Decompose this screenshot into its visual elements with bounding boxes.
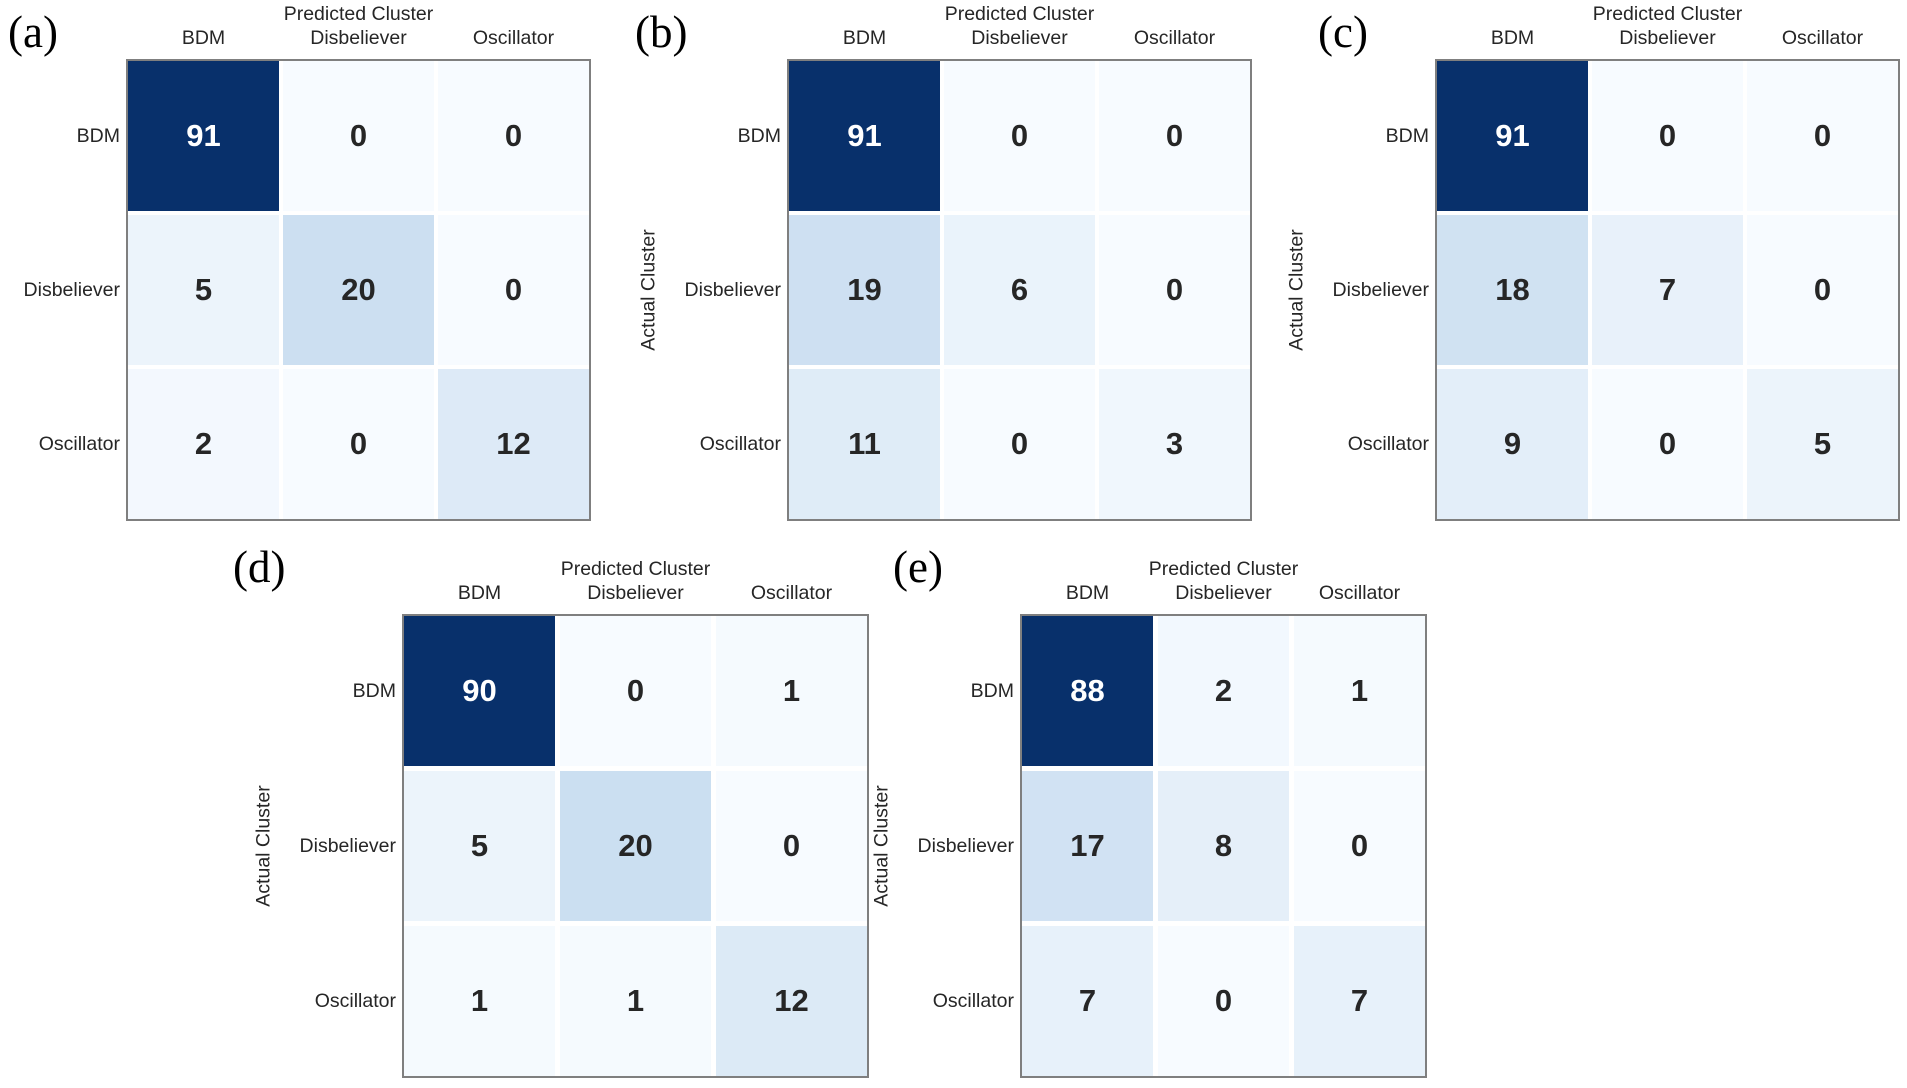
matrix-cell: 12 xyxy=(438,369,589,519)
matrix-cell: 12 xyxy=(716,926,867,1076)
matrix-cell: 5 xyxy=(1747,369,1898,519)
matrix-grid: 91 0 0 5 20 0 2 0 12 xyxy=(126,59,591,521)
column-label: Oscillator xyxy=(1318,582,1401,604)
matrix-cell: 0 xyxy=(716,771,867,921)
row-label: BDM xyxy=(737,124,781,147)
row-label: BDM xyxy=(352,679,396,702)
x-axis-title: Predicted Cluster xyxy=(1148,558,1299,580)
x-axis-title: Predicted Cluster xyxy=(1592,3,1743,25)
column-label: BDM xyxy=(842,27,887,49)
column-label: Disbeliever xyxy=(587,582,684,604)
column-label: Oscillator xyxy=(750,582,833,604)
x-axis-title: Predicted Cluster xyxy=(944,3,1095,25)
matrix-cell: 0 xyxy=(1747,215,1898,365)
matrix-cell: 0 xyxy=(1294,771,1425,921)
row-label: Disbeliever xyxy=(23,278,120,301)
matrix-cell: 0 xyxy=(560,616,711,766)
row-label: Oscillator xyxy=(38,432,120,455)
matrix-grid: 88 2 1 17 8 0 7 0 7 xyxy=(1020,614,1427,1078)
matrix-cell: 20 xyxy=(560,771,711,921)
matrix-cell: 0 xyxy=(944,369,1095,519)
matrix-cell: 1 xyxy=(404,926,555,1076)
matrix-cell: 5 xyxy=(128,215,279,365)
matrix-cell: 0 xyxy=(1099,61,1250,211)
matrix-cell: 90 xyxy=(404,616,555,766)
matrix-grid: 91 0 0 19 6 0 11 0 3 xyxy=(787,59,1252,521)
matrix-cell: 3 xyxy=(1099,369,1250,519)
matrix-cell: 17 xyxy=(1022,771,1153,921)
matrix-cell: 0 xyxy=(283,61,434,211)
matrix-grid: 90 0 1 5 20 0 1 1 12 xyxy=(402,614,869,1078)
matrix-cell: 9 xyxy=(1437,369,1588,519)
matrix-cell: 7 xyxy=(1294,926,1425,1076)
matrix-grid: 91 0 0 18 7 0 9 0 5 xyxy=(1435,59,1900,521)
column-label: Oscillator xyxy=(472,27,555,49)
row-label: Oscillator xyxy=(932,989,1014,1012)
column-label: Disbeliever xyxy=(1619,27,1716,49)
matrix-cell: 0 xyxy=(1592,61,1743,211)
panel-letter: (d) xyxy=(233,542,286,592)
x-axis-title: Predicted Cluster xyxy=(560,558,711,580)
row-label: Oscillator xyxy=(314,989,396,1012)
matrix-cell: 19 xyxy=(789,215,940,365)
matrix-cell: 18 xyxy=(1437,215,1588,365)
matrix-cell: 1 xyxy=(560,926,711,1076)
matrix-cell: 7 xyxy=(1022,926,1153,1076)
matrix-cell: 91 xyxy=(128,61,279,211)
matrix-cell: 0 xyxy=(1592,369,1743,519)
matrix-cell: 0 xyxy=(1747,61,1898,211)
matrix-cell: 0 xyxy=(283,369,434,519)
column-label: Disbeliever xyxy=(1175,582,1272,604)
column-label: BDM xyxy=(1490,27,1535,49)
column-label: Oscillator xyxy=(1133,27,1216,49)
matrix-cell: 0 xyxy=(1099,215,1250,365)
panel-letter: (e) xyxy=(893,542,943,592)
row-label: BDM xyxy=(76,124,120,147)
matrix-cell: 1 xyxy=(716,616,867,766)
panel-letter: (c) xyxy=(1318,7,1368,57)
panel-letter: (b) xyxy=(635,7,688,57)
matrix-cell: 2 xyxy=(1158,616,1289,766)
row-label: Oscillator xyxy=(1347,432,1429,455)
column-label: Disbeliever xyxy=(310,27,407,49)
matrix-cell: 20 xyxy=(283,215,434,365)
matrix-cell: 88 xyxy=(1022,616,1153,766)
row-label: Disbeliever xyxy=(1332,278,1429,301)
matrix-cell: 0 xyxy=(438,215,589,365)
column-label: BDM xyxy=(1065,582,1110,604)
column-label: Oscillator xyxy=(1781,27,1864,49)
matrix-cell: 91 xyxy=(789,61,940,211)
matrix-cell: 7 xyxy=(1592,215,1743,365)
row-label: Disbeliever xyxy=(917,834,1014,857)
row-label: BDM xyxy=(1385,124,1429,147)
matrix-cell: 0 xyxy=(438,61,589,211)
matrix-cell: 11 xyxy=(789,369,940,519)
panel-letter: (a) xyxy=(8,7,58,57)
x-axis-title: Predicted Cluster xyxy=(283,3,434,25)
row-label: Oscillator xyxy=(699,432,781,455)
matrix-cell: 2 xyxy=(128,369,279,519)
matrix-cell: 8 xyxy=(1158,771,1289,921)
matrix-cell: 0 xyxy=(944,61,1095,211)
column-label: BDM xyxy=(457,582,502,604)
matrix-cell: 91 xyxy=(1437,61,1588,211)
column-label: BDM xyxy=(181,27,226,49)
matrix-cell: 1 xyxy=(1294,616,1425,766)
column-label: Disbeliever xyxy=(971,27,1068,49)
matrix-cell: 6 xyxy=(944,215,1095,365)
row-label: Disbeliever xyxy=(684,278,781,301)
row-label: Disbeliever xyxy=(299,834,396,857)
row-label: BDM xyxy=(970,679,1014,702)
matrix-cell: 5 xyxy=(404,771,555,921)
matrix-cell: 0 xyxy=(1158,926,1289,1076)
